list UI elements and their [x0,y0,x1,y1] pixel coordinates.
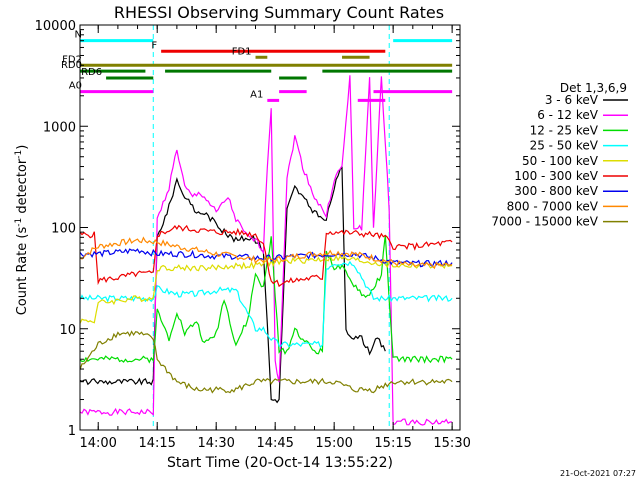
flag-label-rd0: RD0 [61,60,82,71]
series-line-7000to15000keV [80,330,453,394]
flag-label-a0: A0 [69,81,82,92]
legend-label-3: 25 - 50 keV [530,139,599,153]
x-axis-label: Start Time (20-Oct-14 13:55:22) [167,455,393,471]
legend-label-0: 3 - 6 keV [545,93,599,107]
flag-label-fd2: FD2 [62,54,82,65]
legend-label-5: 100 - 300 keV [514,169,598,183]
y-tick-label-1: 1 [68,424,76,439]
x-tick-label-15:30: 15:30 [433,436,470,451]
x-tick-label-14:15: 14:15 [138,436,175,451]
series-line-800to7000keV [80,236,453,270]
x-tick-label-14:30: 14:30 [197,436,234,451]
plot-area [80,25,453,430]
y-tick-label-1000: 1000 [43,120,76,135]
legend-label-8: 7000 - 15000 keV [491,215,598,229]
series-line-25to50keV [80,260,453,349]
flag-label-a1: A1 [250,89,263,100]
y-tick-label-100: 100 [51,222,76,237]
flag-label-fd1: FD1 [232,46,252,57]
x-tick-label-15:00: 15:00 [315,436,352,451]
y-axis-label: Count Rate (s-1 detector-1) [14,145,30,316]
legend-label-1: 6 - 12 keV [537,108,599,122]
y-tick-label-10000: 10000 [35,19,76,34]
flag-label-rd6: RD6 [81,67,102,78]
series-line-300to800keV [80,248,453,268]
x-tick-label-15:15: 15:15 [374,436,411,451]
x-tick-label-14:45: 14:45 [256,436,293,451]
series-line-3to6keV [80,166,386,404]
series-line-12to25keV [80,235,453,364]
flag-label-n: N [75,30,82,41]
x-tick-label-14:00: 14:00 [79,436,116,451]
legend-label-2: 12 - 25 keV [530,123,599,137]
legend-title: Det 1,3,6,9 [560,81,627,95]
legend-label-7: 800 - 7000 keV [507,199,599,213]
footer-date: 21-Oct-2021 07:27 [560,469,636,478]
legend-label-6: 300 - 800 keV [514,184,598,198]
y-tick-label-10: 10 [59,323,76,338]
flag-label-f: F [151,40,157,51]
chart-title: RHESSI Observing Summary Count Rates [114,3,444,22]
legend-label-4: 50 - 100 keV [522,154,599,168]
